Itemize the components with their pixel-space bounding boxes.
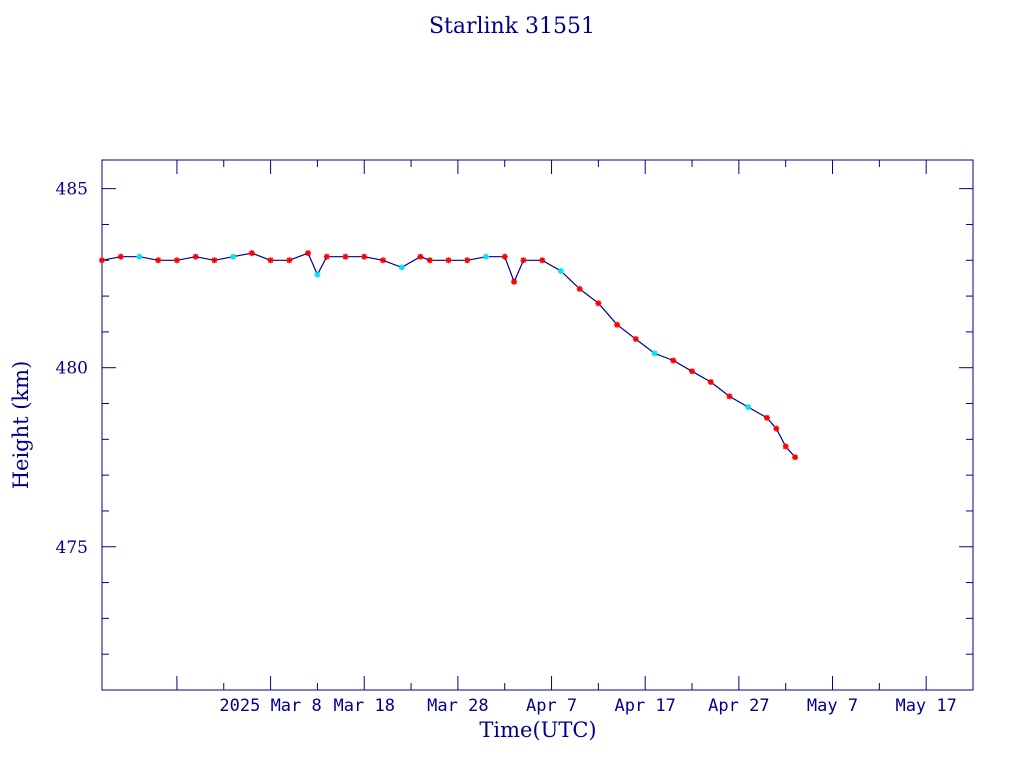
y-tick-label: 475: [56, 538, 88, 558]
data-point: [267, 257, 274, 264]
data-point: [576, 285, 583, 292]
data-point: [726, 393, 733, 400]
data-point: [286, 257, 293, 264]
data-point: [595, 300, 602, 307]
data-point: [379, 257, 386, 264]
x-tick-label: May 7: [807, 696, 858, 716]
data-point: [342, 253, 349, 260]
data-point: [323, 253, 330, 260]
chart-title: Starlink 31551: [428, 14, 596, 39]
plot-frame: [101, 159, 974, 691]
data-point: [464, 257, 471, 264]
data-point: [426, 257, 433, 264]
data-point: [501, 253, 508, 260]
data-point: [417, 253, 424, 260]
data-point: [782, 443, 789, 450]
data-point: [445, 257, 452, 264]
data-point: [248, 250, 255, 257]
height-series-line: [101, 252, 796, 458]
x-tick-label: May 17: [895, 696, 956, 716]
data-point: [745, 404, 752, 411]
data-point: [99, 257, 105, 264]
x-tick-label: Apr 7: [526, 696, 577, 716]
y-tick-label: 485: [56, 180, 88, 200]
data-point: [155, 257, 162, 264]
data-point: [773, 425, 780, 432]
data-point: [305, 250, 312, 257]
data-point: [173, 257, 180, 264]
data-point: [707, 379, 714, 386]
data-point: [511, 278, 518, 285]
data-point: [689, 368, 696, 375]
data-point: [314, 271, 321, 278]
x-tick-label: Mar 18: [334, 696, 395, 716]
data-point: [117, 253, 124, 260]
data-point: [520, 257, 527, 264]
data-point: [361, 253, 368, 260]
data-point: [632, 336, 639, 343]
data-point: [763, 414, 770, 421]
y-tick-label: 480: [56, 359, 88, 379]
data-point: [398, 264, 405, 271]
data-point: [136, 253, 143, 260]
data-point: [670, 357, 677, 364]
data-point: [482, 253, 489, 260]
x-tick-label: 2025 Mar 8: [219, 696, 321, 716]
x-tick-label: Mar 28: [427, 696, 488, 716]
data-point: [792, 454, 799, 461]
x-axis-label: Time(UTC): [479, 718, 597, 742]
x-tick-label: Apr 17: [614, 696, 675, 716]
data-point: [539, 257, 546, 264]
data-point: [651, 350, 658, 357]
data-point: [557, 268, 564, 275]
x-tick-label: Apr 27: [708, 696, 769, 716]
data-point: [211, 257, 218, 264]
data-point: [614, 321, 621, 328]
data-point: [192, 253, 199, 260]
data-point: [230, 253, 237, 260]
